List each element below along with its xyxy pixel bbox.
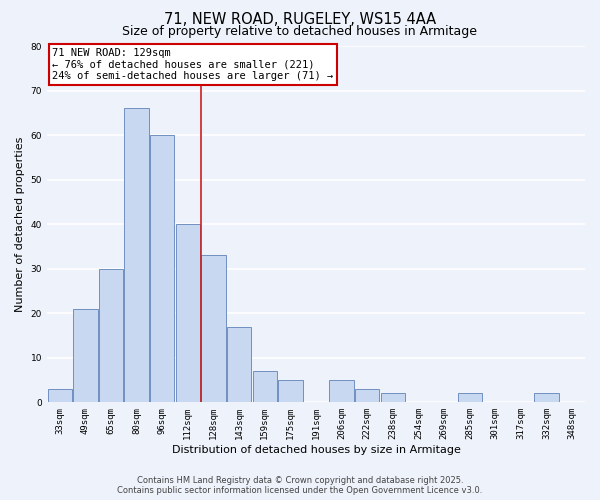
Bar <box>227 326 251 402</box>
Bar <box>201 256 226 402</box>
Text: 71 NEW ROAD: 129sqm
← 76% of detached houses are smaller (221)
24% of semi-detac: 71 NEW ROAD: 129sqm ← 76% of detached ho… <box>52 48 334 81</box>
Bar <box>176 224 200 402</box>
Y-axis label: Number of detached properties: Number of detached properties <box>15 136 25 312</box>
Bar <box>329 380 354 402</box>
Bar <box>458 394 482 402</box>
Bar <box>47 389 72 402</box>
Bar <box>253 371 277 402</box>
Text: Contains HM Land Registry data © Crown copyright and database right 2025.
Contai: Contains HM Land Registry data © Crown c… <box>118 476 482 495</box>
Text: 71, NEW ROAD, RUGELEY, WS15 4AA: 71, NEW ROAD, RUGELEY, WS15 4AA <box>164 12 436 28</box>
Bar <box>150 135 175 402</box>
Bar <box>73 309 98 402</box>
Bar <box>380 394 405 402</box>
Bar <box>124 108 149 403</box>
Bar <box>355 389 379 402</box>
Bar <box>535 394 559 402</box>
X-axis label: Distribution of detached houses by size in Armitage: Distribution of detached houses by size … <box>172 445 460 455</box>
Text: Size of property relative to detached houses in Armitage: Size of property relative to detached ho… <box>122 25 478 38</box>
Bar <box>99 268 123 402</box>
Bar <box>278 380 302 402</box>
